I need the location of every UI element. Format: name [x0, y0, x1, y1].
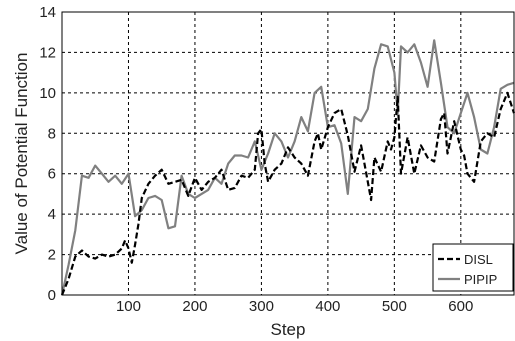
x-tick-label: 600 — [448, 298, 473, 315]
y-tick-label: 14 — [39, 4, 56, 21]
y-tick-label: 2 — [48, 247, 56, 264]
x-tick-label: 100 — [116, 298, 141, 315]
x-tick-label: 200 — [182, 298, 207, 315]
x-tick-label: 400 — [315, 298, 340, 315]
y-axis-label: Value of Potential Function — [12, 53, 31, 255]
y-tick-label: 0 — [48, 287, 56, 304]
y-tick-label: 4 — [48, 206, 56, 223]
y-tick-label: 6 — [48, 166, 56, 183]
y-tick-label: 8 — [48, 125, 56, 142]
x-tick-label: 300 — [249, 298, 274, 315]
y-tick-label: 12 — [39, 44, 56, 61]
legend: DISL PIPIP — [432, 243, 514, 292]
plot-frame — [61, 11, 515, 296]
series-layer — [60, 39, 515, 296]
series-line-pipip — [60, 39, 515, 296]
ticks: 100 200 300 400 500 600 0 2 4 6 8 10 12 14 — [39, 4, 473, 315]
x-tick-label: 500 — [382, 298, 407, 315]
plot-area — [60, 11, 515, 296]
x-axis-label: Step — [271, 320, 306, 339]
y-tick-label: 10 — [39, 85, 56, 102]
legend-box — [432, 243, 514, 292]
legend-label-pipip: PIPIP — [464, 272, 497, 287]
legend-label-disl: DISL — [464, 252, 493, 267]
series-line-disl — [60, 91, 515, 296]
